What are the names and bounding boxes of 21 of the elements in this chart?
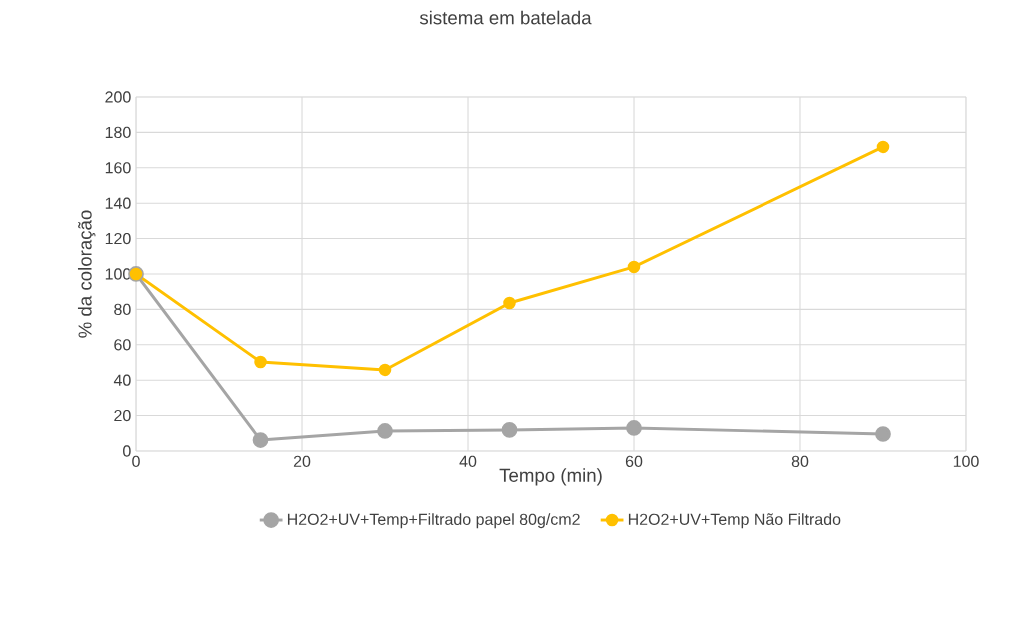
legend-label: H2O2+UV+Temp Não Filtrado xyxy=(628,513,841,529)
chart-title: sistema em batelada xyxy=(419,10,592,25)
y-tick-label: 180 xyxy=(105,126,131,139)
x-tick-label: 100 xyxy=(953,455,979,468)
x-tick-label: 60 xyxy=(625,455,643,468)
x-tick-label: 20 xyxy=(293,455,311,468)
y-tick-label: 20 xyxy=(114,409,131,422)
y-tick-label: 80 xyxy=(114,303,131,316)
x-tick-label: 0 xyxy=(132,455,140,468)
y-tick-label: 140 xyxy=(105,197,131,209)
x-tick-label: 40 xyxy=(459,455,477,468)
x-axis-title: Tempo (min) xyxy=(499,468,602,486)
y-tick-label: 160 xyxy=(105,162,131,174)
y-axis-title: % da coloração xyxy=(77,210,96,338)
legend-label: H2O2+UV+Temp+Filtrado papel 80g/cm2 xyxy=(287,513,580,529)
y-tick-label: 0 xyxy=(123,445,131,457)
y-tick-label: 40 xyxy=(113,374,131,386)
y-tick-label: 60 xyxy=(114,339,131,351)
x-tick-label: 80 xyxy=(791,455,809,468)
y-tick-label: 200 xyxy=(105,91,131,103)
y-tick-label: 120 xyxy=(105,232,131,245)
